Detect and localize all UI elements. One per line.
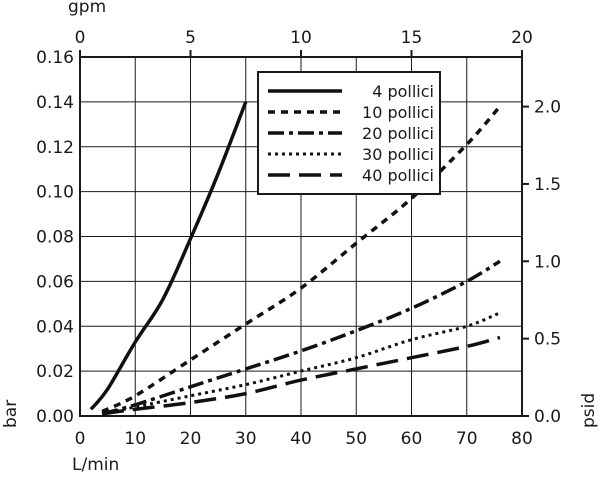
legend-label: 10 pollici: [362, 103, 434, 122]
top-tick-label: 10: [290, 28, 312, 48]
y-axis-label: bar: [1, 400, 21, 428]
x-tick-label: 70: [456, 429, 478, 449]
y-tick-label: 0.14: [36, 93, 74, 113]
series-line-1: [89, 101, 248, 411]
legend-label: 40 pollici: [362, 166, 434, 185]
right-tick-label: 0.0: [534, 407, 561, 427]
y-tick-label: 0.08: [36, 228, 74, 248]
y-tick-label: 0.02: [36, 362, 74, 382]
series-line-3: [101, 259, 501, 416]
right-tick-label: 1.5: [534, 175, 561, 195]
top-tick-label: 20: [511, 28, 533, 48]
x-tick-label: 40: [290, 429, 312, 449]
x-tick-label: 50: [345, 429, 367, 449]
x-tick-label: 80: [511, 429, 533, 449]
top-tick-label: 15: [401, 28, 423, 48]
x-axis-label: L/min: [72, 455, 119, 475]
y-tick-label: 0.10: [36, 183, 74, 203]
series-line-4: [101, 311, 501, 416]
right-tick-label: 2.0: [534, 98, 561, 118]
legend-label: 20 pollici: [362, 124, 434, 143]
y-tick-label: 0.04: [36, 317, 74, 337]
x-tick-label: 60: [401, 429, 423, 449]
x-tick-label: 0: [75, 429, 86, 449]
ticks: 0 10 20 30 40 50 60 70 800.000.020.040.060.080.1…: [36, 28, 561, 449]
series-lines: [89, 101, 502, 416]
right-tick-label: 0.5: [534, 330, 561, 350]
x-tick-label: 20: [180, 429, 202, 449]
x-tick-label: 30: [235, 429, 257, 449]
y-tick-label: 0.06: [36, 272, 74, 292]
top-axis-label: gpm: [68, 0, 106, 17]
legend-label: 30 pollici: [362, 145, 434, 164]
series-line-5: [101, 335, 501, 416]
y-tick-label: 0.16: [36, 48, 74, 68]
series-line-2: [101, 105, 502, 414]
y-tick-label: 0.12: [36, 138, 74, 158]
y2-axis-label: psid: [579, 393, 599, 428]
top-tick-label: 5: [185, 28, 196, 48]
y-tick-label: 0.00: [36, 407, 74, 427]
top-tick-label: 0: [75, 28, 86, 48]
right-tick-label: 1.0: [534, 252, 561, 272]
legend: 4 pollici 10 pollici 20 pollici 30 pollici 4…: [257, 71, 441, 195]
legend-label: 4 pollici: [372, 82, 434, 101]
x-tick-label: 10: [124, 429, 146, 449]
